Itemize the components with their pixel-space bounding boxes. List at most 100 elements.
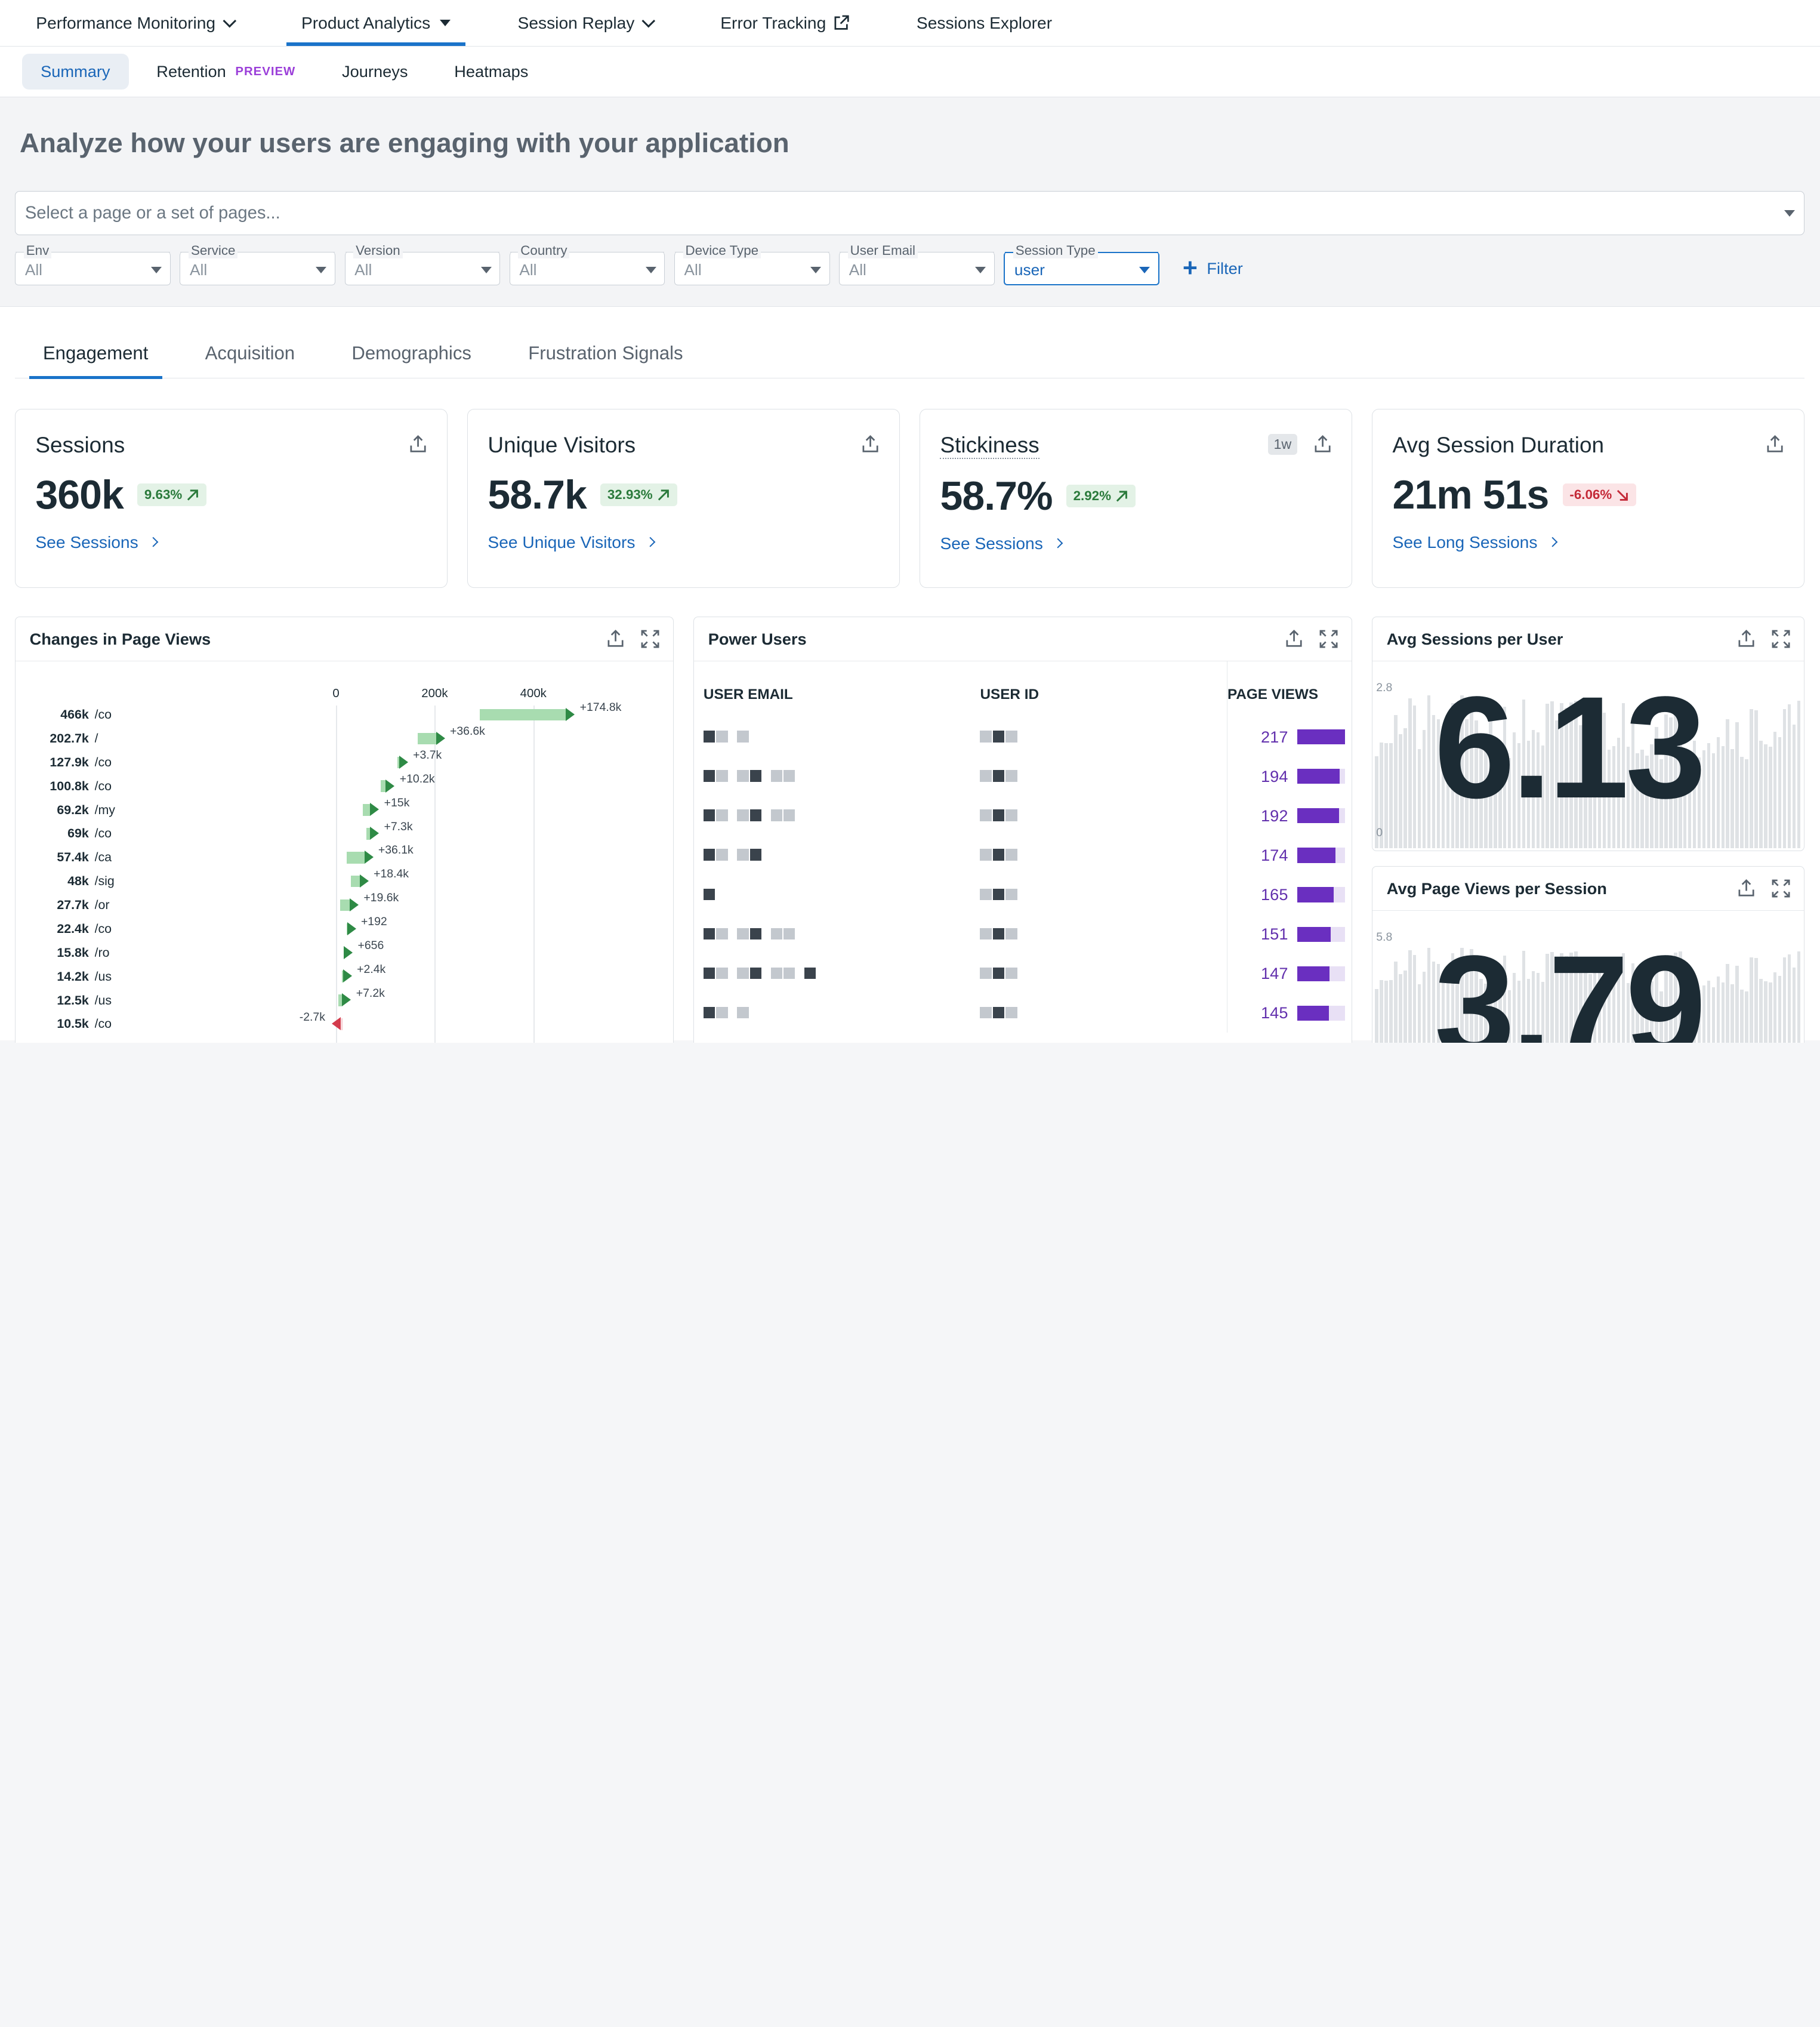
background-bar: [1740, 756, 1744, 849]
see-long-sessions-link[interactable]: See Long Sessions: [1393, 532, 1785, 552]
table-row[interactable]: 194: [694, 756, 1352, 796]
table-row[interactable]: 174: [694, 835, 1352, 875]
expand-icon[interactable]: [1772, 630, 1790, 648]
page-path: /ro: [94, 945, 110, 960]
page-views-value: 15.8k: [57, 945, 89, 960]
user-id-cell: [980, 796, 1227, 836]
column-header-user-id[interactable]: USER ID: [980, 686, 1039, 703]
see-unique-visitors-link[interactable]: See Unique Visitors: [488, 532, 880, 552]
subnav-retention[interactable]: Retention PREVIEW: [138, 54, 314, 89]
export-icon[interactable]: [1766, 435, 1784, 454]
arrow-right-icon: [349, 898, 359, 911]
table-row[interactable]: 10.5k/co: [16, 1012, 118, 1036]
tab-acquisition[interactable]: Acquisition: [205, 343, 295, 364]
table-row[interactable]: 69k/co: [16, 822, 118, 845]
redacted-block: [770, 809, 783, 821]
add-filter-button[interactable]: + Filter: [1183, 255, 1243, 281]
background-bar: [1436, 964, 1440, 1043]
device-type-filter[interactable]: Device Type All: [674, 242, 830, 285]
redacted-block: [716, 1006, 728, 1019]
table-row[interactable]: 147: [694, 954, 1352, 994]
column-header-page-views[interactable]: PAGE VIEWS: [1226, 661, 1352, 717]
tab-engagement[interactable]: Engagement: [29, 343, 162, 379]
export-icon[interactable]: [1737, 879, 1756, 898]
tab-frustration-signals[interactable]: Frustration Signals: [528, 343, 683, 364]
table-row[interactable]: 27.7k/or: [16, 894, 118, 917]
background-bar: [1380, 979, 1383, 1043]
caret-down-icon: [151, 266, 162, 273]
page-views-bar: [1297, 769, 1345, 784]
country-filter[interactable]: Country All: [509, 242, 665, 285]
change-bar: [341, 971, 343, 982]
background-bar: [1531, 971, 1535, 1043]
version-filter[interactable]: Version All: [344, 242, 501, 285]
page-path: /co: [94, 707, 112, 722]
session-type-filter[interactable]: Session Type user: [1004, 242, 1159, 285]
kpi-value: 21m 51s: [1392, 472, 1550, 518]
export-icon[interactable]: [1737, 630, 1756, 648]
table-row[interactable]: 100.8k/co: [16, 775, 118, 798]
page-select-input[interactable]: Select a page or a set of pages...: [15, 191, 1805, 236]
page-views-bar: [1297, 808, 1345, 824]
page-views-value: 10.5k: [57, 1016, 89, 1031]
background-bar: [1441, 740, 1445, 849]
redacted-block: [1005, 849, 1017, 861]
background-bar: [1432, 961, 1436, 1043]
env-filter[interactable]: Env All: [15, 242, 171, 285]
big-number-value: 3.79: [1434, 925, 1707, 1043]
service-filter[interactable]: Service All: [180, 242, 336, 285]
table-row[interactable]: 127.9k/co: [16, 751, 118, 774]
table-row[interactable]: 12.5k/us: [16, 989, 118, 1012]
table-row[interactable]: 151: [694, 914, 1352, 954]
background-bar: [1768, 982, 1772, 1043]
nav-error-tracking[interactable]: Error Tracking: [705, 0, 864, 46]
background-bar: [1446, 969, 1450, 1043]
background-bar: [1489, 711, 1492, 849]
background-bar: [1797, 701, 1801, 849]
nav-sessions-explorer[interactable]: Sessions Explorer: [902, 0, 1068, 46]
table-row[interactable]: 145: [694, 993, 1352, 1033]
table-row[interactable]: 69.2k/my: [16, 799, 118, 822]
table-row[interactable]: 192: [694, 796, 1352, 836]
subnav-summary[interactable]: Summary: [21, 54, 129, 90]
tab-demographics[interactable]: Demographics: [351, 343, 471, 364]
redacted-block: [737, 967, 749, 979]
export-icon[interactable]: [861, 435, 880, 454]
subnav-heatmaps[interactable]: Heatmaps: [436, 54, 547, 89]
see-sessions-link[interactable]: See Sessions: [940, 534, 1332, 553]
page-views-value: 466k: [60, 707, 89, 722]
export-icon[interactable]: [606, 630, 625, 648]
table-row[interactable]: 15.8k/ro: [16, 941, 118, 965]
nav-performance-monitoring[interactable]: Performance Monitoring: [21, 0, 249, 46]
table-row[interactable]: 466k/co: [16, 703, 118, 726]
table-row[interactable]: 165: [694, 874, 1352, 915]
table-row[interactable]: 48k/sig: [16, 870, 118, 893]
expand-icon[interactable]: [1319, 630, 1338, 648]
kpi-title[interactable]: Stickiness: [940, 433, 1039, 459]
expand-icon[interactable]: [1772, 879, 1790, 898]
table-row[interactable]: 14.2k/us: [16, 965, 118, 988]
background-bar: [1607, 984, 1611, 1043]
export-icon[interactable]: [1313, 435, 1332, 454]
table-row[interactable]: 57.4k/ca: [16, 846, 118, 869]
user-email-cell: [694, 717, 980, 756]
background-bar: [1593, 969, 1597, 1043]
change-bar: [341, 1018, 343, 1030]
power-users-table: USER EMAIL USER ID PAGE VIEWS 217 194 192 1…: [694, 661, 1352, 1033]
user-email-filter[interactable]: User Email All: [839, 242, 995, 285]
table-row[interactable]: 202.7k /: [16, 727, 118, 750]
page-views-cell: 217: [1226, 717, 1352, 757]
table-row[interactable]: 217: [694, 717, 1352, 757]
subnav-journeys[interactable]: Journeys: [323, 54, 427, 89]
nav-session-replay[interactable]: Session Replay: [502, 0, 668, 46]
see-sessions-link[interactable]: See Sessions: [35, 532, 427, 552]
user-id-cell: [980, 717, 1227, 756]
export-icon[interactable]: [1285, 630, 1303, 648]
column-header-user-email[interactable]: USER EMAIL: [703, 686, 793, 703]
expand-icon[interactable]: [641, 630, 659, 648]
background-bar: [1792, 724, 1796, 849]
redacted-block: [737, 770, 749, 782]
nav-product-analytics[interactable]: Product Analytics: [286, 0, 466, 47]
table-row[interactable]: 22.4k/co: [16, 917, 118, 941]
export-icon[interactable]: [409, 435, 427, 454]
